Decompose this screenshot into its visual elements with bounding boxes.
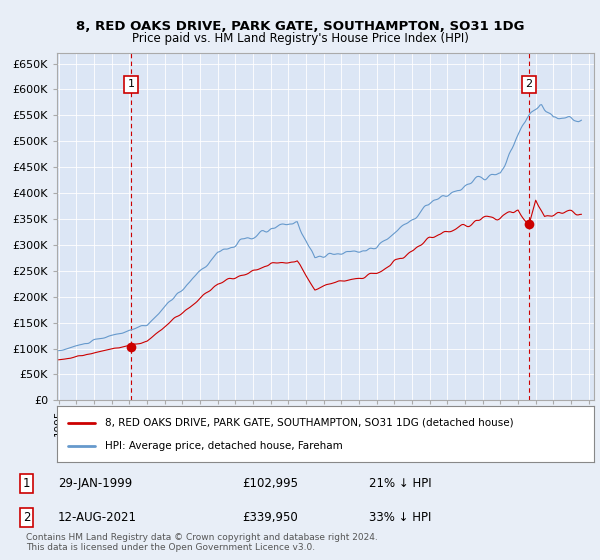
Text: 21% ↓ HPI: 21% ↓ HPI: [369, 477, 432, 491]
Text: 2: 2: [526, 80, 533, 89]
Text: 1: 1: [23, 477, 30, 491]
Text: 8, RED OAKS DRIVE, PARK GATE, SOUTHAMPTON, SO31 1DG: 8, RED OAKS DRIVE, PARK GATE, SOUTHAMPTO…: [76, 20, 524, 32]
Text: 1: 1: [127, 80, 134, 89]
Text: HPI: Average price, detached house, Fareham: HPI: Average price, detached house, Fare…: [106, 441, 343, 451]
Text: Contains HM Land Registry data © Crown copyright and database right 2024.
This d: Contains HM Land Registry data © Crown c…: [26, 533, 378, 552]
Text: Price paid vs. HM Land Registry's House Price Index (HPI): Price paid vs. HM Land Registry's House …: [131, 32, 469, 45]
Text: £339,950: £339,950: [242, 511, 298, 524]
Text: 12-AUG-2021: 12-AUG-2021: [58, 511, 137, 524]
Text: 29-JAN-1999: 29-JAN-1999: [58, 477, 133, 491]
Text: 33% ↓ HPI: 33% ↓ HPI: [369, 511, 431, 524]
Text: 2: 2: [23, 511, 30, 524]
Text: 8, RED OAKS DRIVE, PARK GATE, SOUTHAMPTON, SO31 1DG (detached house): 8, RED OAKS DRIVE, PARK GATE, SOUTHAMPTO…: [106, 418, 514, 428]
Text: £102,995: £102,995: [242, 477, 298, 491]
